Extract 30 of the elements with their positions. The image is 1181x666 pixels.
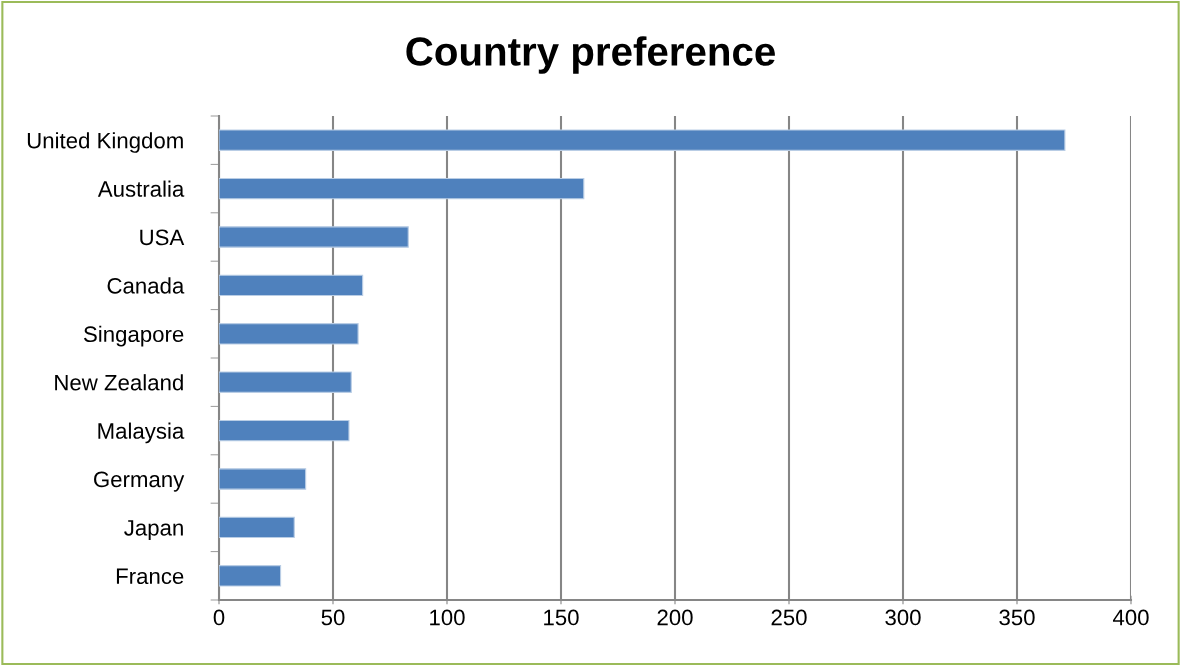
y-tick-label: France bbox=[116, 568, 184, 585]
x-tick-label: 350 bbox=[999, 609, 1035, 626]
y-tick-label: Australia bbox=[97, 180, 185, 197]
y-tick-label: Malaysia bbox=[98, 422, 185, 444]
y-tick-label: Singapore bbox=[83, 325, 184, 347]
x-tick-label: 200 bbox=[657, 609, 693, 626]
bar bbox=[219, 371, 352, 393]
x-tick-label: 300 bbox=[885, 609, 921, 626]
y-tick-label: Japan bbox=[124, 520, 183, 541]
bar bbox=[219, 274, 364, 297]
x-tick-label: 400 bbox=[1112, 609, 1149, 626]
bar bbox=[219, 419, 350, 442]
x-tick-label: 150 bbox=[544, 609, 579, 626]
bar bbox=[219, 177, 585, 200]
chart-title: Country preference bbox=[406, 36, 775, 74]
bar bbox=[219, 226, 409, 248]
y-tick-label: Canada bbox=[107, 277, 185, 294]
y-tick-label: USA bbox=[140, 229, 185, 246]
x-tick-label: 250 bbox=[771, 609, 807, 626]
bar bbox=[219, 468, 307, 490]
bar bbox=[219, 516, 295, 539]
x-tick-label: 50 bbox=[321, 609, 345, 626]
bar bbox=[219, 129, 1066, 151]
y-tick-label: New Zealand bbox=[55, 374, 183, 391]
bar bbox=[219, 565, 282, 587]
y-tick-label: United Kingdom bbox=[27, 132, 183, 153]
bar bbox=[219, 323, 359, 345]
x-tick-label: 100 bbox=[430, 609, 465, 626]
y-tick-label: Germany bbox=[94, 471, 185, 492]
x-tick-label: 0 bbox=[213, 609, 225, 626]
